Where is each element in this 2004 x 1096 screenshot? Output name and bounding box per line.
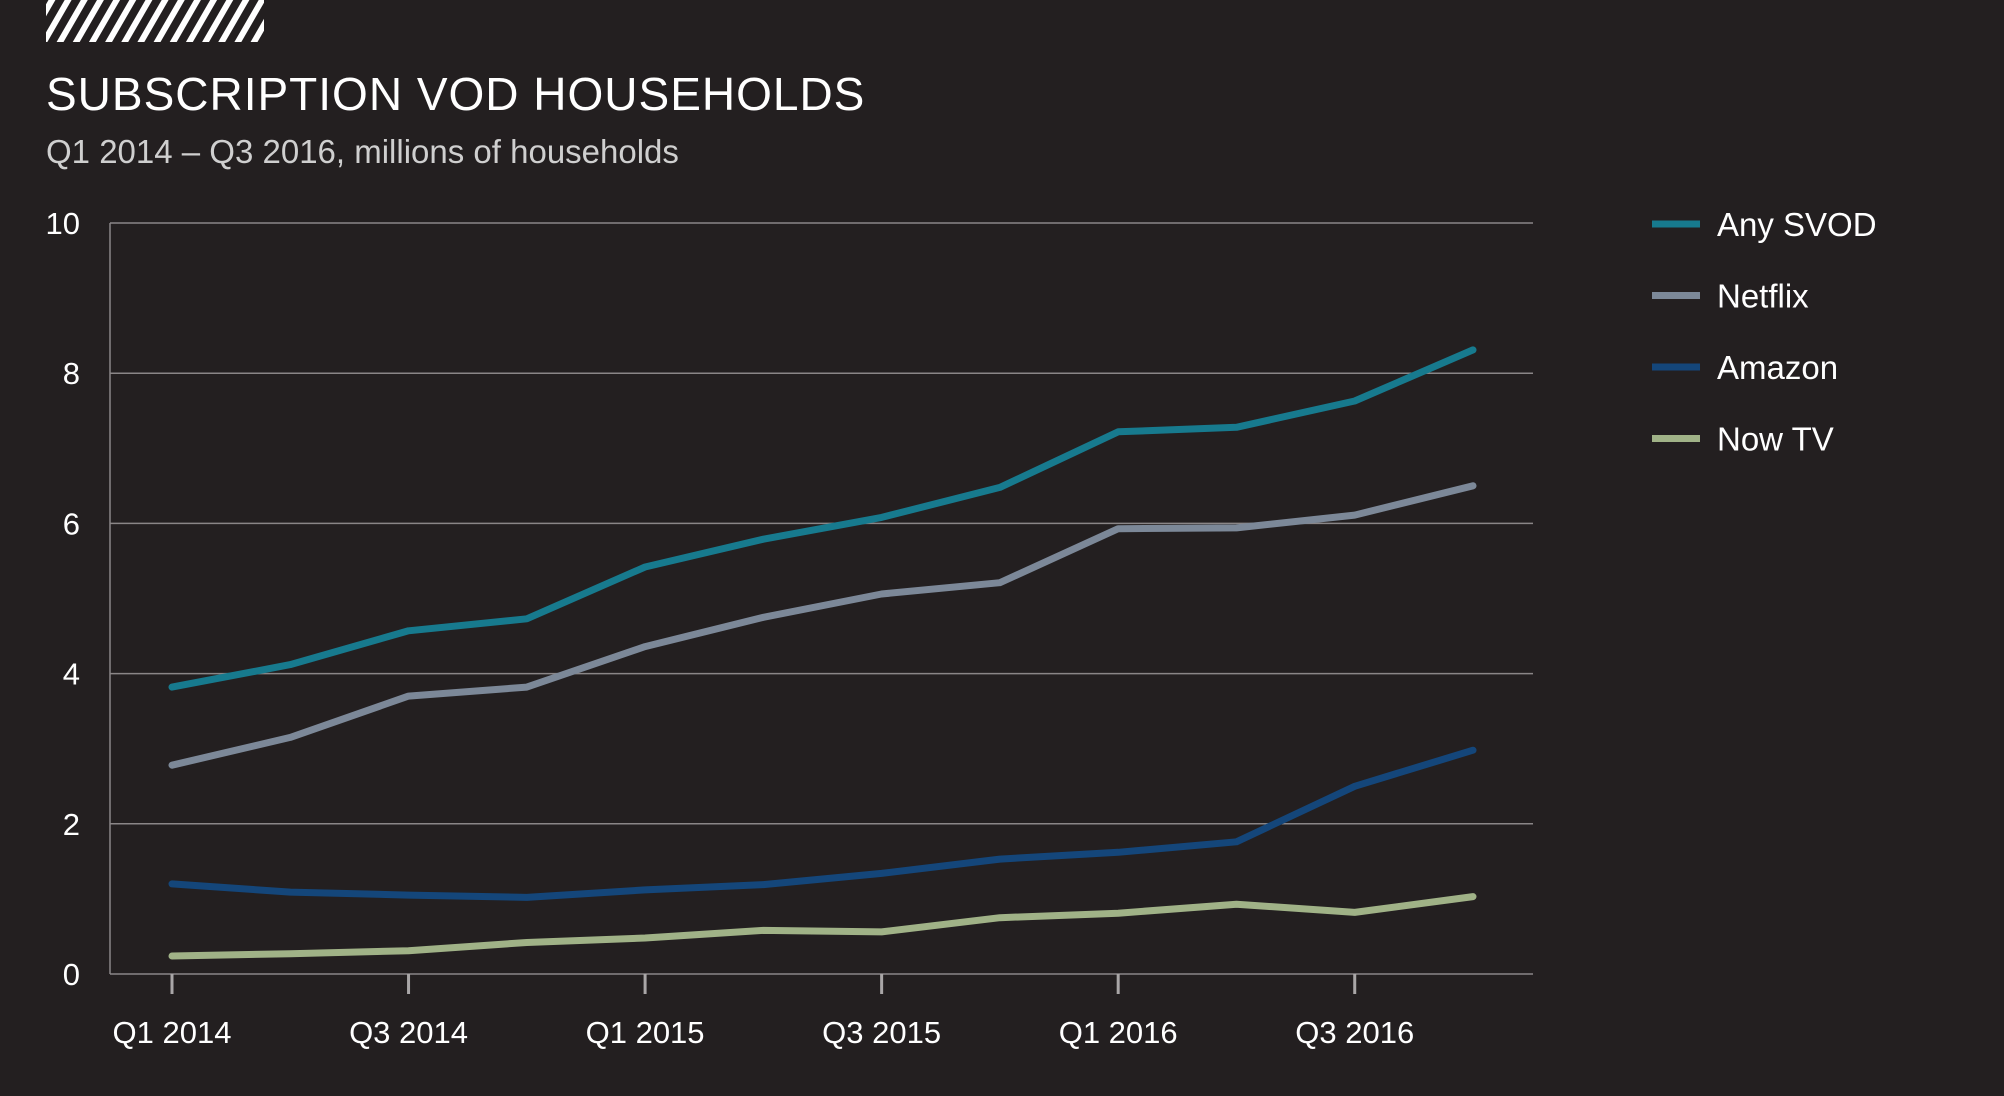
legend-item-amazon: Amazon	[1652, 349, 1838, 386]
y-tick-label: 2	[63, 807, 80, 842]
chart-title: SUBSCRIPTION VOD HOUSEHOLDS	[46, 68, 865, 120]
series-line-any-svod	[168, 346, 1477, 691]
legend-label: Netflix	[1717, 278, 1809, 315]
legend: Any SVOD Netflix Amazon Now TV	[1652, 206, 1877, 458]
axes	[109, 223, 1533, 994]
x-tick-label: Q3 2016	[1295, 1015, 1414, 1050]
y-tick-label: 4	[63, 657, 80, 692]
x-axis-tick-labels: Q1 2014 Q3 2014 Q1 2015 Q3 2015 Q1 2016 Q3 20…	[113, 1015, 1415, 1050]
x-tick-label: Q1 2015	[586, 1015, 705, 1050]
legend-item-any-svod: Any SVOD	[1652, 206, 1877, 243]
x-tick-label: Q1 2016	[1059, 1015, 1178, 1050]
chart-subtitle: Q1 2014 – Q3 2016, millions of household…	[46, 133, 679, 170]
series-line-now-tv	[168, 893, 1477, 960]
y-tick-label: 0	[63, 957, 80, 992]
legend-label: Now TV	[1717, 421, 1834, 458]
series-line-netflix	[168, 482, 1477, 769]
legend-label: Amazon	[1717, 349, 1838, 386]
legend-item-now-tv: Now TV	[1652, 421, 1834, 458]
gridlines	[110, 222, 1533, 825]
y-tick-label: 6	[63, 506, 80, 541]
series-line-amazon	[168, 746, 1477, 901]
y-tick-label: 10	[46, 206, 80, 241]
x-tick-label: Q1 2014	[113, 1015, 232, 1050]
x-tick-label: Q3 2015	[822, 1015, 941, 1050]
x-tick-label: Q3 2014	[349, 1015, 468, 1050]
y-tick-label: 8	[63, 356, 80, 391]
hatch-logo-mark	[46, 0, 264, 42]
series-lines	[168, 346, 1477, 960]
legend-item-netflix: Netflix	[1652, 278, 1809, 315]
y-axis-tick-labels: 0 2 4 6 8 10	[46, 206, 80, 992]
legend-label: Any SVOD	[1717, 206, 1877, 243]
